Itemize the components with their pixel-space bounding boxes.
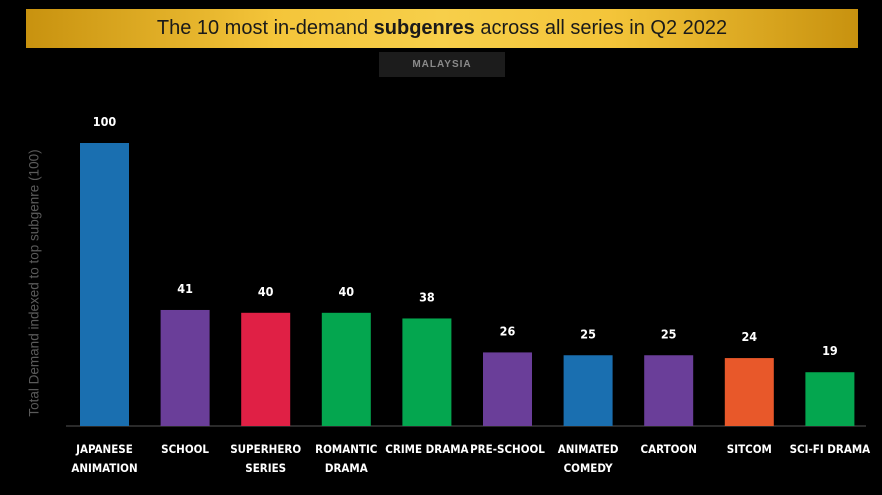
- region-label: MALAYSIA: [379, 52, 505, 77]
- value-label-6: 26: [500, 323, 516, 338]
- category-label-4-line-1: ROMANTIC: [315, 442, 377, 456]
- value-label-7: 25: [580, 326, 596, 341]
- value-label-1: 100: [93, 114, 117, 129]
- bar-9: [724, 358, 774, 426]
- category-label-10-line-1: SCI-FI DRAMA: [790, 442, 871, 456]
- value-label-5: 38: [419, 289, 435, 304]
- chart-title-bar: The 10 most in-demand subgenres across a…: [26, 9, 858, 48]
- category-label-7-line-1: ANIMATED: [558, 442, 619, 456]
- category-label-7-line-2: COMEDY: [564, 461, 614, 475]
- bar-4: [321, 312, 371, 426]
- category-label-2-line-1: SCHOOL: [161, 442, 209, 456]
- chart-title: The 10 most in-demand subgenres across a…: [156, 17, 728, 39]
- bar-2: [160, 309, 210, 426]
- value-label-3: 40: [258, 284, 274, 299]
- value-label-4: 40: [338, 284, 354, 299]
- category-label-4-line-2: DRAMA: [325, 461, 368, 475]
- bar-6: [483, 352, 532, 426]
- category-label-6-line-1: PRE-SCHOOL: [470, 442, 545, 456]
- bar-7: [563, 355, 613, 426]
- bar-8: [644, 355, 694, 426]
- category-label-5-line-1: CRIME DRAMA: [385, 442, 468, 456]
- category-label-1-line-2: ANIMATION: [71, 461, 137, 475]
- category-label-3-line-1: SUPERHERO: [230, 442, 301, 456]
- category-label-9-line-1: SITCOM: [727, 442, 772, 456]
- value-label-10: 19: [822, 343, 838, 358]
- value-label-9: 24: [741, 329, 757, 344]
- value-label-8: 25: [661, 326, 677, 341]
- category-label-8-line-1: CARTOON: [641, 442, 697, 456]
- bar-5: [402, 318, 452, 426]
- value-label-2: 41: [177, 281, 193, 296]
- category-label-1-line-1: JAPANESE: [75, 442, 133, 456]
- category-label-3-line-2: SERIES: [245, 461, 286, 475]
- bar-3: [241, 312, 291, 426]
- bar-1: [80, 143, 129, 426]
- bar-10: [805, 372, 855, 426]
